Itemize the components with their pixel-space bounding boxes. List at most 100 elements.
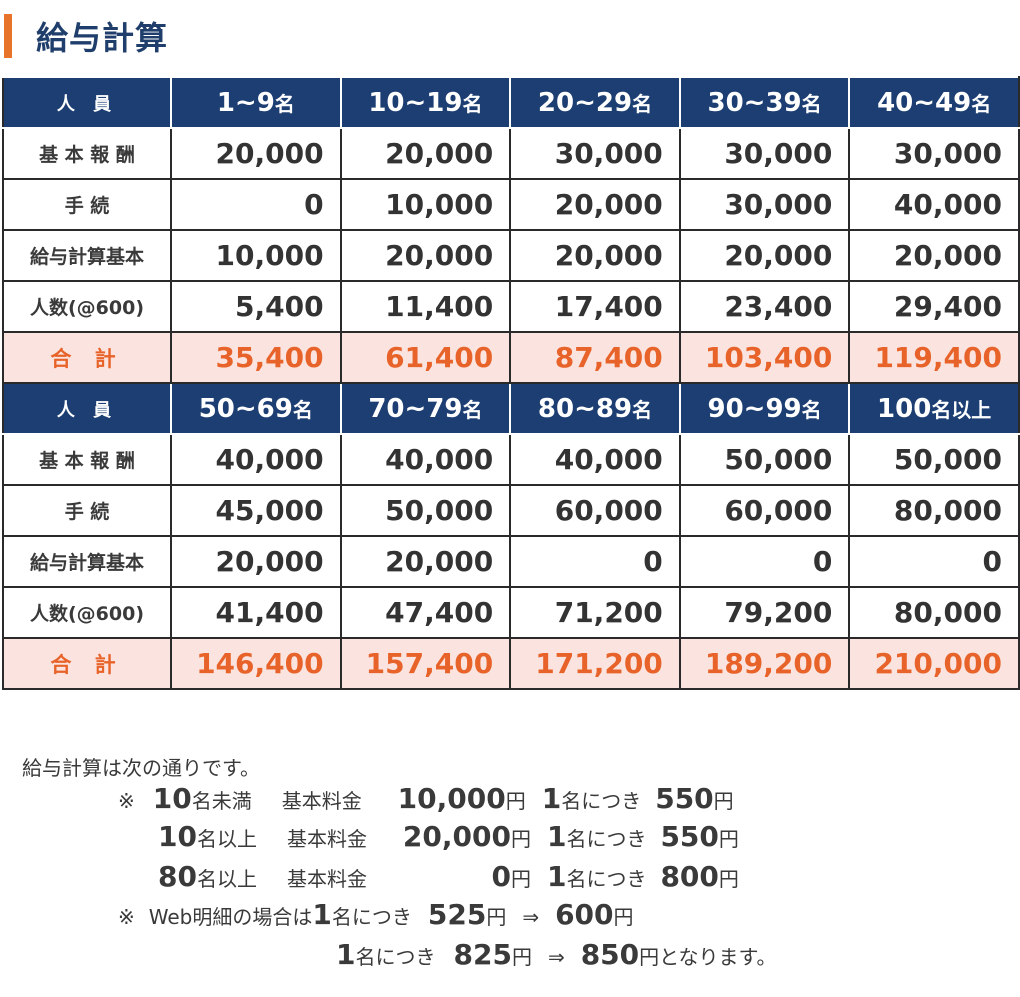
row-label-cell: 人数(@600) [2,280,172,333]
value-cell: 60,000 [678,484,851,537]
header-range-cell: 70~79名 [339,382,512,435]
table-row: 給与計算基本 20,000 20,000 0 0 0 [2,535,1020,588]
table-row: 手 続 0 10,000 20,000 30,000 40,000 [2,178,1020,231]
value-cell: 79,200 [678,586,851,639]
value-cell: 10,000 [170,229,342,282]
value-cell: 20,000 [170,127,342,180]
range-suffix: 名 [632,397,653,422]
value-cell: 50,000 [848,433,1020,486]
tier-line-2: 10 名以上 基本料金 20,000 円 1 名につき 550 円 [158,820,739,853]
range-number: 1~9 [216,87,275,118]
range-number: 30~39 [707,87,802,118]
value-cell: 20,000 [170,535,342,588]
value-cell: 30,000 [678,127,851,180]
value-cell: 50,000 [678,433,851,486]
range-suffix: 名 [632,91,653,116]
arrow-icon: ⇒ [547,945,565,969]
range-number: 70~79 [368,393,463,424]
value-cell: 30,000 [678,178,851,231]
row-label-cell: 給与計算基本 [2,229,172,282]
header-range-cell: 20~29名 [509,76,681,129]
value-cell: 47,400 [339,586,512,639]
value-cell: 20,000 [509,178,681,231]
value-cell: 40,000 [170,433,342,486]
row-label-cell: 基 本 報 酬 [2,127,172,180]
value-cell: 17,400 [509,280,681,333]
range-suffix: 名 [462,397,483,422]
arrow-icon: ⇒ [522,905,540,929]
range-suffix: 名以上 [931,397,992,422]
total-value-cell: 61,400 [339,331,512,384]
total-value-cell: 146,400 [170,637,342,690]
range-suffix: 名 [292,397,313,422]
range-number: 20~29 [537,87,633,118]
value-cell: 0 [678,535,851,588]
header-range-cell: 40~49名 [848,76,1020,129]
total-label-cell: 合 計 [2,637,172,690]
table-row: 人数(@600) 5,400 11,400 17,400 23,400 29,400 [2,280,1020,333]
page-header: 給与計算 [0,12,168,60]
value-cell: 20,000 [339,229,512,282]
value-cell: 80,000 [848,484,1020,537]
value-cell: 40,000 [848,178,1020,231]
header-label-cell: 人 員 [2,382,172,435]
range-suffix: 名 [462,91,483,116]
row-label-cell: 基 本 報 酬 [2,433,172,486]
web-statement-line-1: ※ Web明細の場合は 1 名につき 525 円 ⇒ 600 円 [118,898,634,931]
total-row: 合 計 146,400 157,400 171,200 189,200 210,000 [2,637,1020,690]
value-cell: 45,000 [170,484,342,537]
total-row: 合 計 35,400 61,400 87,400 103,400 119,400 [2,331,1020,384]
tier-line-1: ※ 10 名未満 基本料金 10,000 円 1 名につき 550 円 [118,782,734,815]
title-accent-bar [4,14,12,58]
header-range-cell: 80~89名 [509,382,681,435]
tier-line-3: 80 名以上 基本料金 0 円 1 名につき 800 円 [158,860,739,893]
value-cell: 0 [170,178,342,231]
value-cell: 40,000 [339,433,512,486]
value-cell: 20,000 [509,229,681,282]
value-cell: 0 [509,535,681,588]
value-cell: 40,000 [509,433,681,486]
range-number: 50~69 [198,393,293,424]
table-row: 人数(@600) 41,400 47,400 71,200 79,200 80,000 [2,586,1020,639]
value-cell: 80,000 [848,586,1020,639]
payroll-fee-table: 人 員 1~9名 10~19名 20~29名 30~39名 40~49名基 本 報 酬 20… [2,76,1020,690]
table-row: 手 続 45,000 50,000 60,000 60,000 80,000 [2,484,1020,537]
value-cell: 23,400 [678,280,851,333]
range-number: 40~49 [877,87,972,118]
row-label-cell: 人数(@600) [2,586,172,639]
row-label-cell: 手 続 [2,178,172,231]
total-value-cell: 157,400 [339,637,512,690]
header-row: 人 員 1~9名 10~19名 20~29名 30~39名 40~49名 [2,76,1020,129]
range-number: 90~99 [707,393,802,424]
value-cell: 20,000 [678,229,851,282]
header-range-cell: 1~9名 [170,76,342,129]
total-label-cell: 合 計 [2,331,172,384]
range-number: 80~89 [537,393,633,424]
range-number: 100 [877,393,932,424]
total-value-cell: 210,000 [848,637,1020,690]
value-cell: 20,000 [848,229,1020,282]
range-number: 10~19 [368,87,463,118]
total-value-cell: 171,200 [509,637,681,690]
row-label-cell: 手 続 [2,484,172,537]
value-cell: 29,400 [848,280,1020,333]
header-range-cell: 50~69名 [170,382,342,435]
header-row: 人 員 50~69名 70~79名 80~89名 90~99名 100名以上 [2,382,1020,435]
value-cell: 30,000 [509,127,681,180]
row-label-cell: 給与計算基本 [2,535,172,588]
table-row: 給与計算基本 10,000 20,000 20,000 20,000 20,000 [2,229,1020,282]
total-value-cell: 87,400 [509,331,681,384]
range-suffix: 名 [971,91,992,116]
value-cell: 5,400 [170,280,342,333]
range-suffix: 名 [801,91,822,116]
value-cell: 71,200 [509,586,681,639]
notes-intro: 給与計算は次の通りです。 [22,756,260,780]
header-range-cell: 10~19名 [339,76,512,129]
total-value-cell: 35,400 [170,331,342,384]
value-cell: 41,400 [170,586,342,639]
value-cell: 20,000 [339,535,512,588]
header-range-cell: 90~99名 [678,382,851,435]
range-suffix: 名 [801,397,822,422]
header-range-cell: 30~39名 [678,76,851,129]
table-row: 基 本 報 酬 40,000 40,000 40,000 50,000 50,000 [2,433,1020,486]
